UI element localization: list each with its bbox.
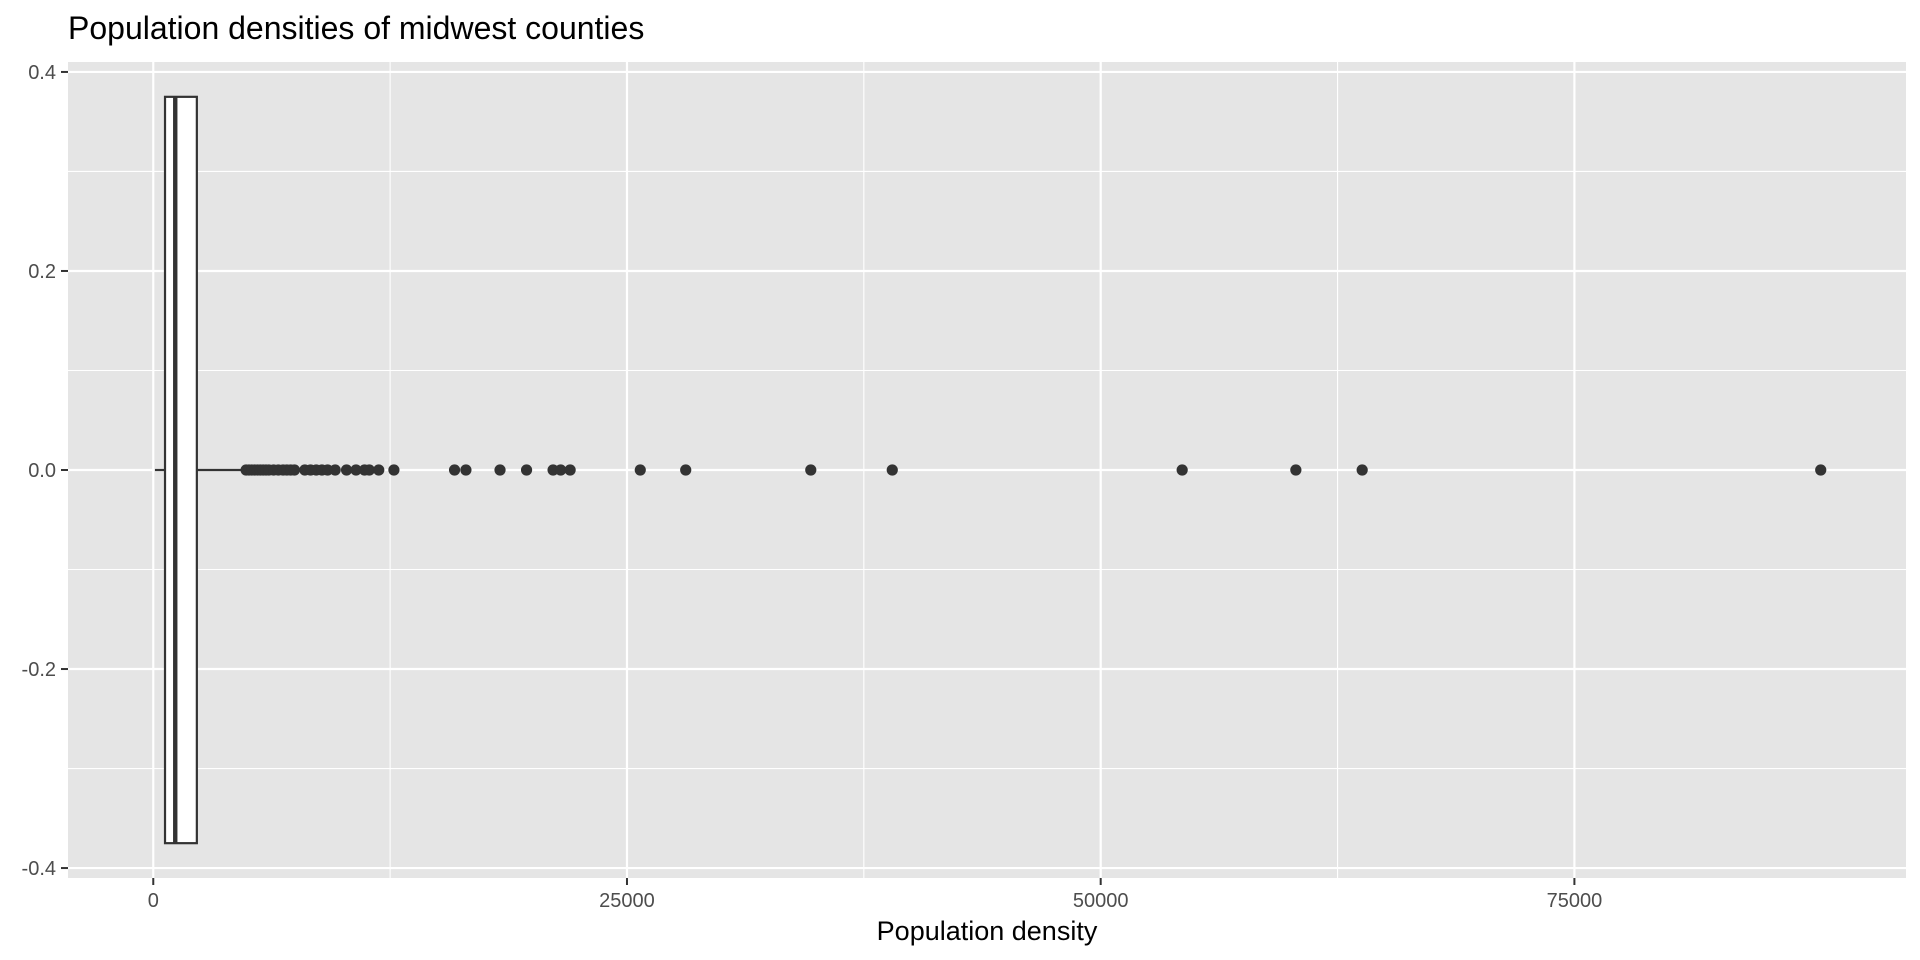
outlier-point bbox=[340, 464, 353, 476]
outlier-point bbox=[1176, 464, 1188, 476]
chart-title: Population densities of midwest counties bbox=[68, 10, 644, 46]
outlier-point bbox=[388, 464, 400, 476]
outlier-point bbox=[350, 464, 362, 476]
x-tick-label: 75000 bbox=[1547, 890, 1603, 912]
x-axis-title: Population density bbox=[877, 916, 1098, 946]
y-tick-labels: -0.4 -0.2 0.0 0.2 0.4 bbox=[22, 62, 56, 880]
x-tick-label: 25000 bbox=[599, 890, 655, 912]
outlier-point bbox=[494, 464, 506, 476]
outlier-point bbox=[460, 464, 472, 476]
x-tick-label: 0 bbox=[148, 890, 159, 912]
y-tick-label: 0.4 bbox=[28, 62, 56, 84]
y-tick-label: -0.4 bbox=[22, 858, 56, 880]
outlier-point bbox=[373, 464, 385, 476]
outlier-point bbox=[448, 464, 461, 476]
x-tick-labels: 0 25000 50000 75000 bbox=[148, 890, 1603, 912]
outlier-point bbox=[634, 464, 646, 476]
outlier-point bbox=[520, 464, 533, 476]
outlier-point bbox=[805, 464, 817, 476]
outlier-point bbox=[288, 464, 301, 476]
outlier-point bbox=[555, 464, 567, 476]
outlier-point bbox=[1815, 464, 1827, 476]
outlier-point bbox=[886, 464, 898, 476]
outlier-point bbox=[1290, 464, 1302, 476]
outlier-points bbox=[240, 464, 1827, 476]
outlier-point bbox=[1356, 464, 1368, 476]
box-marks bbox=[154, 95, 245, 845]
y-tick-label: 0.2 bbox=[28, 261, 56, 283]
y-tick-label: -0.2 bbox=[22, 659, 56, 681]
outlier-point bbox=[564, 464, 576, 476]
iqr-box bbox=[163, 95, 198, 845]
major-grid bbox=[68, 62, 1906, 878]
outlier-point bbox=[363, 464, 375, 476]
y-tick-label: 0.0 bbox=[28, 460, 56, 482]
outlier-point bbox=[680, 464, 692, 476]
axis-ticks bbox=[61, 70, 1576, 885]
outlier-point bbox=[329, 464, 341, 476]
x-tick-label: 50000 bbox=[1073, 890, 1129, 912]
